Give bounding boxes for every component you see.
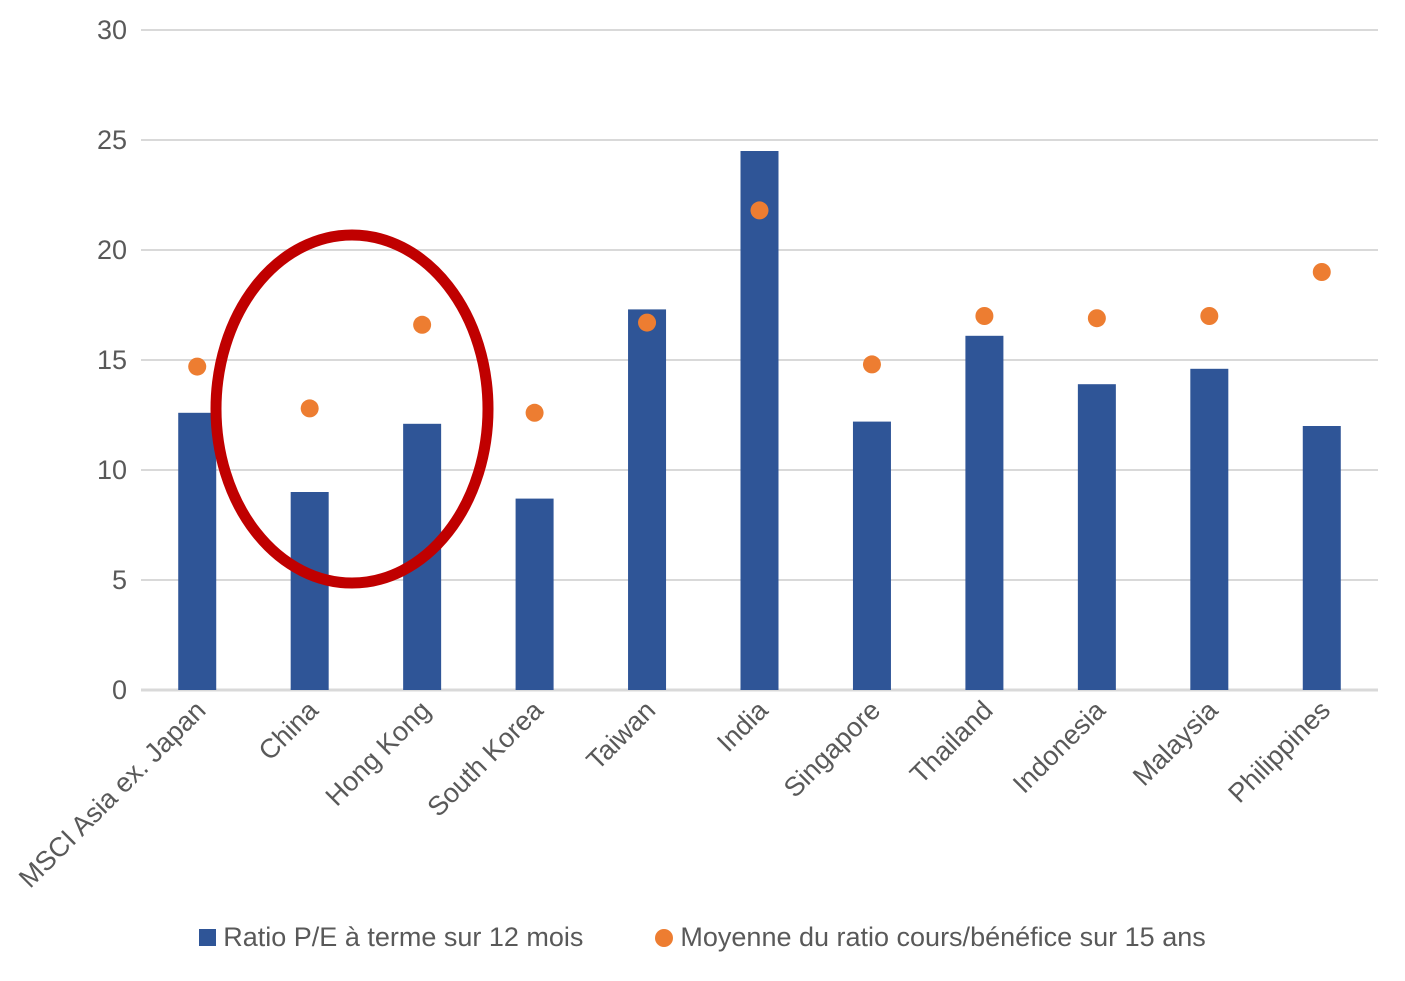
legend-label-forward-pe: Ratio P/E à terme sur 12 mois: [223, 922, 584, 952]
average-dot-msci-asia-ex-japan: [188, 357, 207, 376]
average-dot-thailand: [975, 307, 994, 325]
average-dot-taiwan: [638, 313, 657, 332]
category-label: China: [253, 694, 325, 766]
average-dot-india: [750, 201, 769, 220]
category-label: Singapore: [778, 695, 886, 803]
bar-indonesia: [1077, 384, 1116, 690]
bar-south-korea: [515, 498, 554, 690]
category-label: Hong Kong: [320, 695, 437, 812]
bar-singapore: [852, 421, 891, 690]
y-tick-label: 10: [97, 455, 127, 485]
category-label: Malaysia: [1127, 694, 1224, 791]
category-label: India: [711, 694, 774, 757]
bar-msci-asia-ex-japan: [178, 412, 217, 690]
bar-taiwan: [628, 309, 667, 690]
y-tick-label: 30: [97, 15, 127, 45]
average-dot-south-korea: [525, 403, 544, 422]
average-dot-singapore: [862, 355, 881, 374]
average-dot-china: [300, 399, 319, 418]
average-pe-swatch-icon: [655, 928, 674, 947]
legend-item-15y-average: Moyenne du ratio cours/bénéfice sur 15 a…: [655, 922, 1206, 953]
category-label: South Korea: [421, 694, 549, 822]
category-label: Philippines: [1222, 695, 1336, 809]
y-tick-label: 15: [97, 345, 127, 375]
y-tick-label: 25: [97, 125, 127, 155]
category-label: Thailand: [904, 695, 998, 789]
y-tick-label: 20: [97, 235, 127, 265]
chart-legend: Ratio P/E à terme sur 12 mois Moyenne du…: [0, 922, 1405, 953]
average-dot-hong-kong: [413, 315, 432, 334]
forward-pe-swatch-icon: [199, 929, 217, 946]
legend-item-forward-pe: Ratio P/E à terme sur 12 mois: [199, 922, 583, 953]
bar-china: [290, 492, 329, 690]
average-dot-indonesia: [1087, 309, 1106, 328]
legend-label-15y-average: Moyenne du ratio cours/bénéfice sur 15 a…: [680, 922, 1206, 952]
category-label: Indonesia: [1007, 694, 1112, 799]
y-tick-label: 0: [112, 675, 127, 705]
category-label: MSCI Asia ex. Japan: [13, 695, 211, 893]
highlight-ellipse: [210, 229, 494, 589]
bar-philippines: [1302, 426, 1341, 690]
average-dot-malaysia: [1200, 307, 1219, 325]
y-tick-label: 5: [112, 565, 127, 595]
average-dot-philippines: [1312, 263, 1331, 281]
bar-thailand: [965, 335, 1004, 690]
category-label: Taiwan: [581, 695, 662, 776]
bar-india: [740, 151, 779, 690]
bar-malaysia: [1190, 368, 1229, 690]
